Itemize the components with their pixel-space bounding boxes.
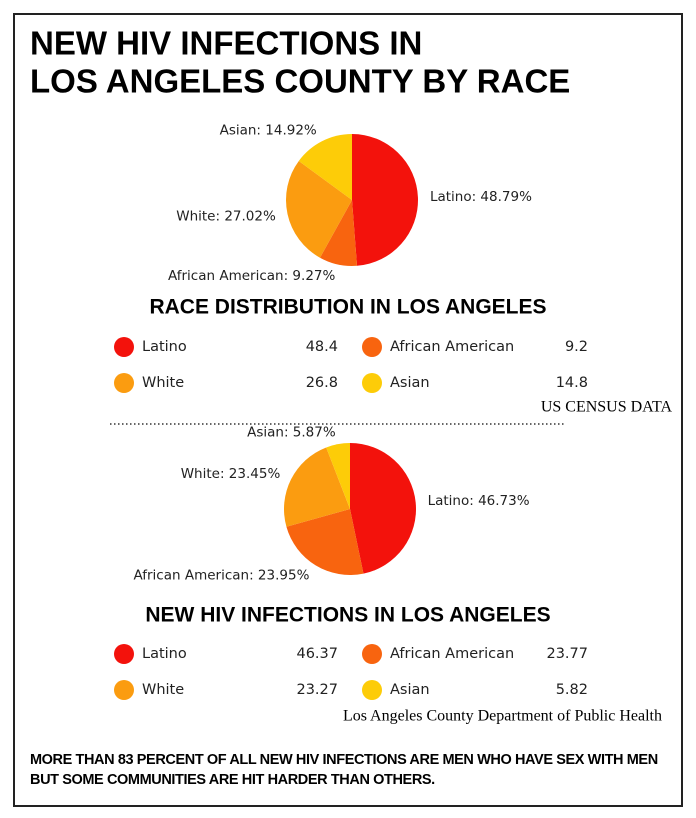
chart-title: NEW HIV INFECTIONS IN LOS ANGELES — [145, 604, 550, 627]
legend-value: 26.8 — [306, 375, 338, 391]
legend-value: 9.2 — [565, 339, 588, 355]
legend-value: 46.37 — [296, 646, 338, 662]
source: Los Angeles County Department of Public … — [343, 708, 662, 725]
pie-slice — [326, 443, 350, 509]
legend-label: White — [142, 375, 184, 391]
slice-label: White: 27.02% — [176, 209, 276, 225]
slice-label: Asian: 14.92% — [220, 122, 317, 138]
slice-label: Latino: 46.73% — [428, 493, 530, 509]
pie-slice — [319, 200, 358, 266]
legend-swatch — [114, 644, 134, 664]
legend-value: 23.77 — [546, 646, 588, 662]
legend-label: White — [142, 682, 184, 698]
pie-slice — [352, 134, 419, 266]
frame — [13, 13, 683, 807]
page-title: NEW HIV INFECTIONS IN — [30, 25, 422, 62]
legend-swatch — [362, 373, 382, 393]
legend-value: 23.27 — [296, 682, 338, 698]
slice-label: Asian: 5.87% — [247, 424, 336, 440]
legend-value: 48.4 — [306, 339, 338, 355]
legend-swatch — [362, 644, 382, 664]
legend-swatch — [114, 337, 134, 357]
pie-slice — [286, 509, 364, 575]
note: MORE THAN 83 PERCENT OF ALL NEW HIV INFE… — [30, 752, 658, 788]
legend-label: Latino — [142, 646, 187, 662]
chart-title: RACE DISTRIBUTION IN LOS ANGELES — [149, 296, 546, 319]
source: US CENSUS DATA — [541, 399, 673, 416]
slice-label: Latino: 48.79% — [430, 189, 532, 205]
slice-label: African American: 9.27% — [168, 268, 335, 284]
legend-label: African American — [390, 646, 514, 662]
legend-swatch — [114, 373, 134, 393]
pie-slice — [286, 160, 352, 258]
legend-swatch — [362, 680, 382, 700]
legend-label: African American — [390, 339, 514, 355]
legend-swatch — [114, 680, 134, 700]
pie-slice — [283, 447, 350, 527]
pie-slice — [350, 443, 416, 574]
legend-value: 14.8 — [556, 375, 588, 391]
page-title: LOS ANGELES COUNTY BY RACE — [30, 63, 570, 100]
slice-label: African American: 23.95% — [134, 568, 310, 584]
legend-label: Asian — [390, 375, 430, 391]
legend-label: Latino — [142, 339, 187, 355]
legend-swatch — [362, 337, 382, 357]
pie-slice — [298, 134, 352, 200]
slice-label: White: 23.45% — [181, 466, 281, 482]
legend-value: 5.82 — [556, 682, 588, 698]
legend-label: Asian — [390, 682, 430, 698]
